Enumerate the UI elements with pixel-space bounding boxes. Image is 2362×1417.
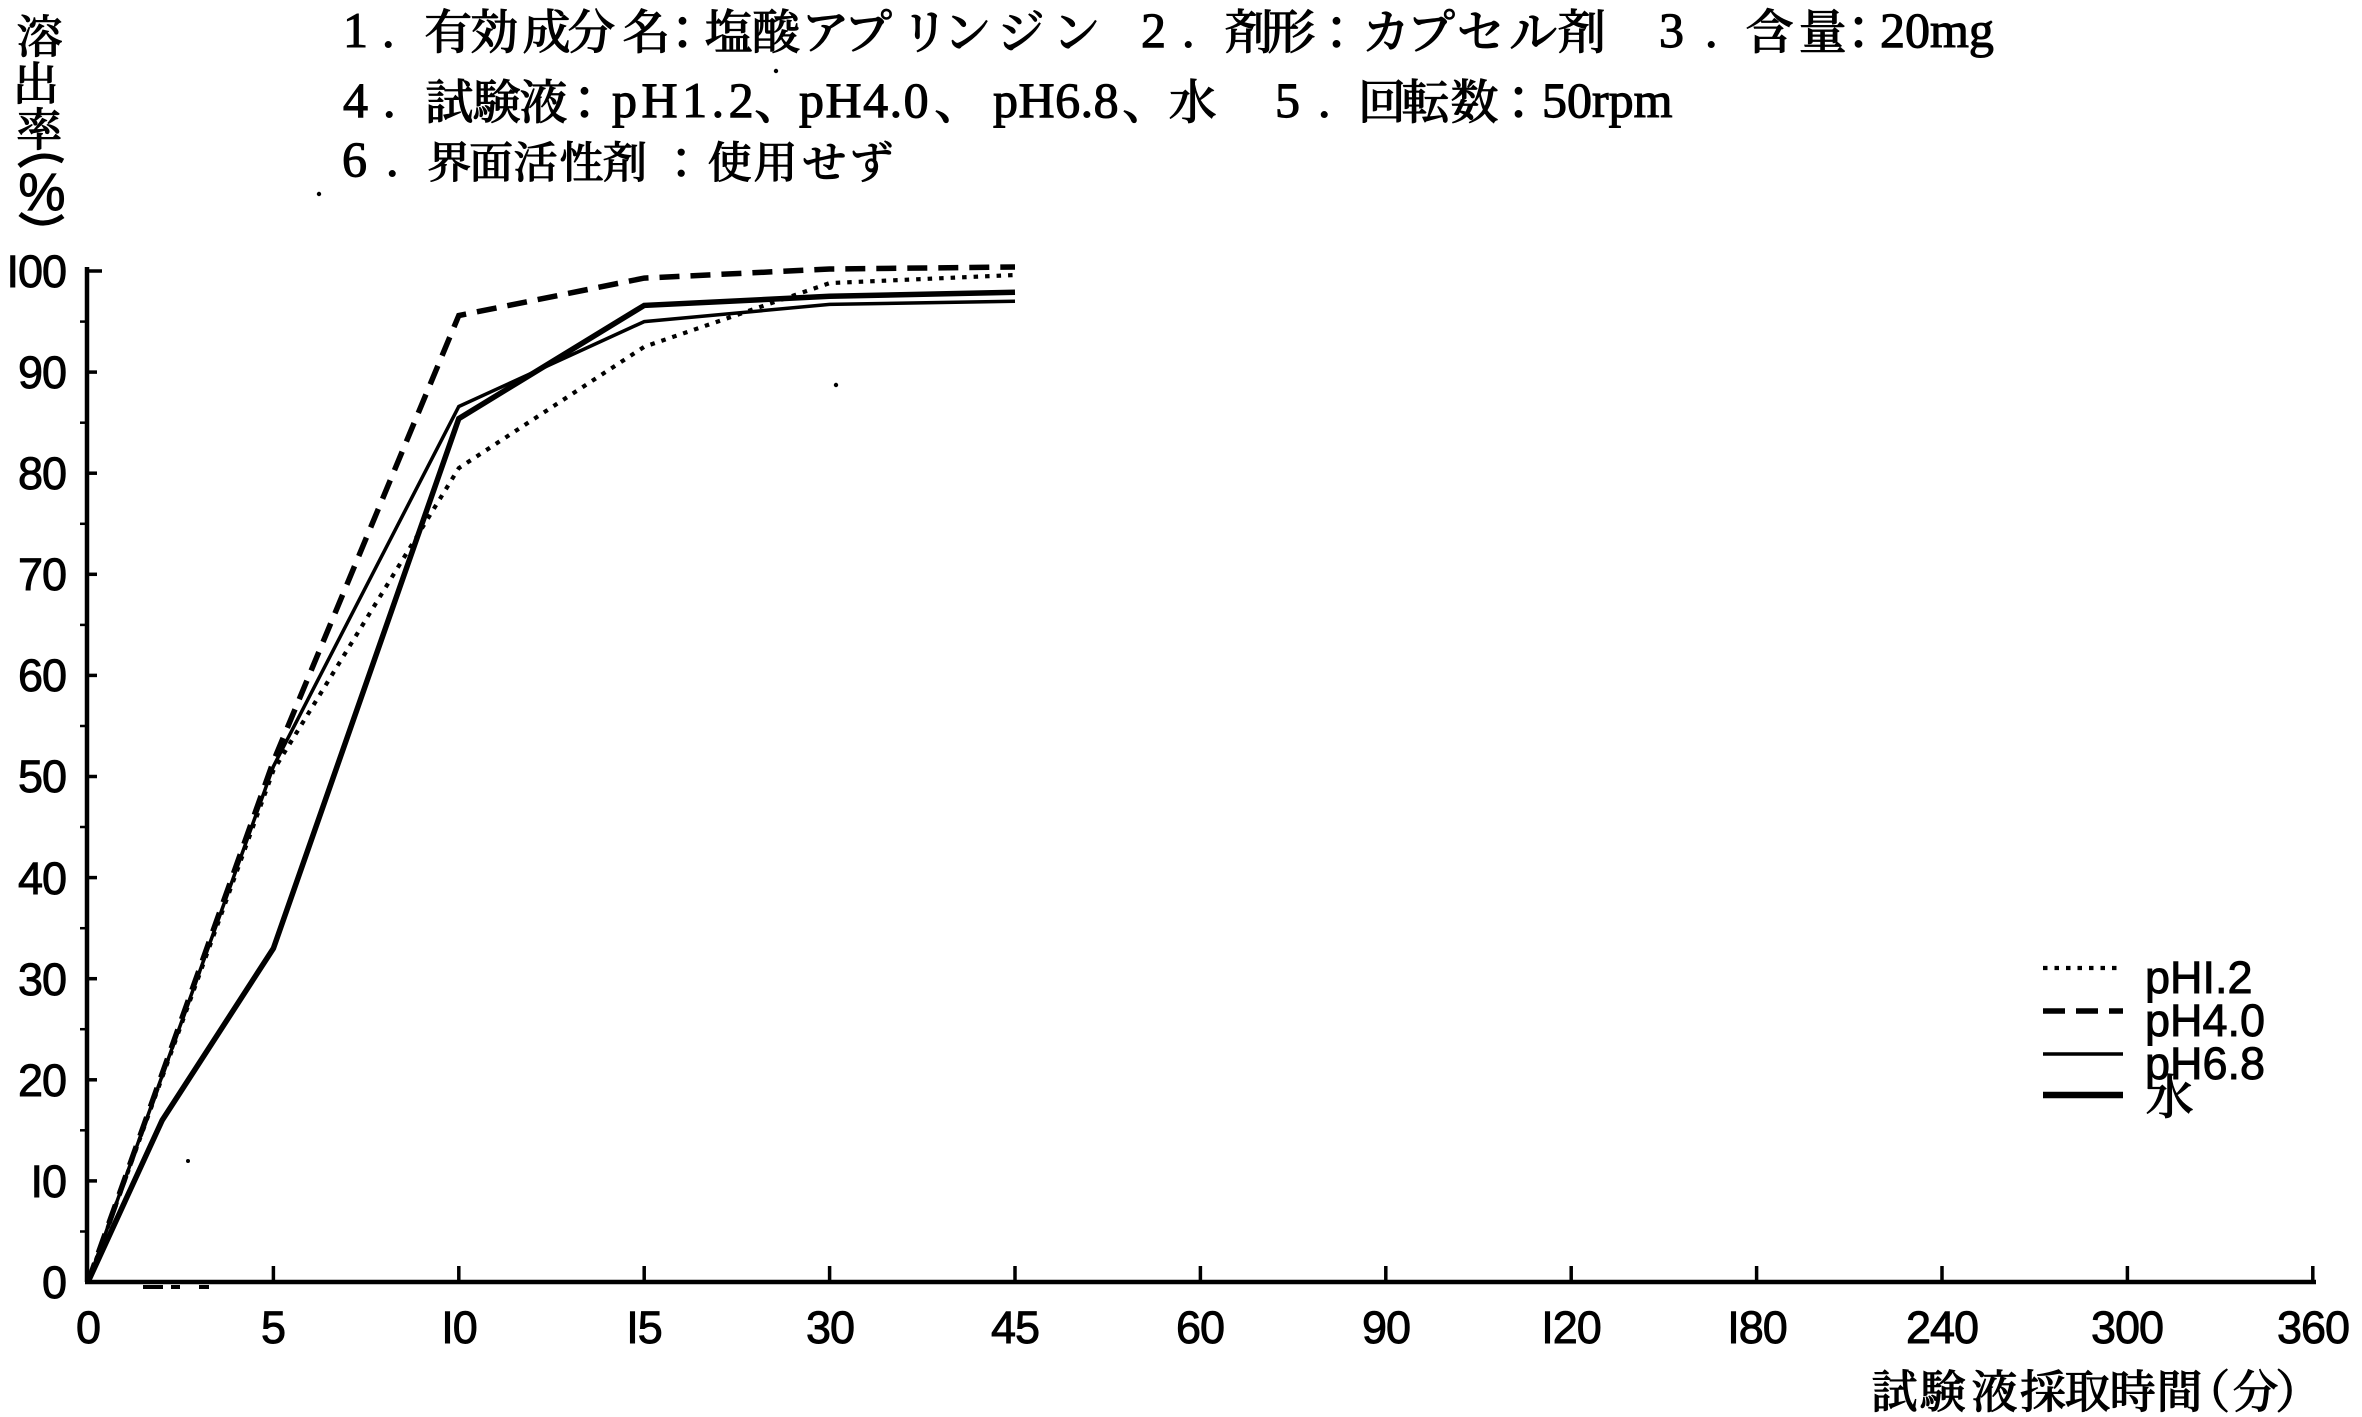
- svg-text:60: 60: [1176, 1302, 1224, 1353]
- svg-text:1.: 1.: [343, 2, 409, 58]
- svg-text:30: 30: [18, 954, 66, 1005]
- svg-text:0: 0: [42, 1257, 66, 1308]
- svg-text:pH4.0: pH4.0: [799, 72, 930, 128]
- svg-text:I80: I80: [1727, 1302, 1787, 1353]
- svg-text:20: 20: [18, 1055, 66, 1106]
- svg-text:40: 40: [18, 853, 66, 904]
- svg-text:50rpm: 50rpm: [1542, 72, 1673, 128]
- svg-text:3.: 3.: [1659, 2, 1739, 58]
- svg-text:pH6.8: pH6.8: [2145, 1038, 2265, 1089]
- svg-text:70: 70: [18, 549, 66, 600]
- svg-text:240: 240: [1906, 1302, 1978, 1353]
- svg-text:0: 0: [76, 1302, 100, 1353]
- svg-text:20mg: 20mg: [1880, 2, 1994, 58]
- svg-text:50: 50: [18, 751, 66, 802]
- svg-text:90: 90: [18, 347, 66, 398]
- svg-text:300: 300: [2091, 1302, 2163, 1353]
- svg-text:%: %: [18, 163, 65, 222]
- svg-text:pH1.2: pH1.2: [612, 72, 758, 128]
- svg-text:pHI.2: pHI.2: [2145, 952, 2253, 1003]
- svg-text:60: 60: [18, 650, 66, 701]
- svg-text:4.: 4.: [343, 72, 411, 128]
- svg-text:80: 80: [18, 448, 66, 499]
- svg-text:I20: I20: [1541, 1302, 1601, 1353]
- svg-text:5: 5: [261, 1302, 285, 1353]
- svg-text:I00: I00: [6, 246, 66, 297]
- svg-text:pH6.8: pH6.8: [993, 72, 1119, 128]
- svg-text:I0: I0: [441, 1302, 477, 1353]
- svg-text:360: 360: [2277, 1302, 2349, 1353]
- svg-text:I5: I5: [626, 1302, 662, 1353]
- svg-text:6.: 6.: [342, 131, 418, 187]
- svg-text:I0: I0: [30, 1156, 66, 1207]
- svg-text:90: 90: [1362, 1302, 1410, 1353]
- svg-text:45: 45: [991, 1302, 1039, 1353]
- svg-text:pH4.0: pH4.0: [2145, 995, 2265, 1046]
- svg-text:5.: 5.: [1275, 72, 1349, 128]
- svg-text:30: 30: [806, 1302, 854, 1353]
- svg-text:2.: 2.: [1141, 2, 1211, 58]
